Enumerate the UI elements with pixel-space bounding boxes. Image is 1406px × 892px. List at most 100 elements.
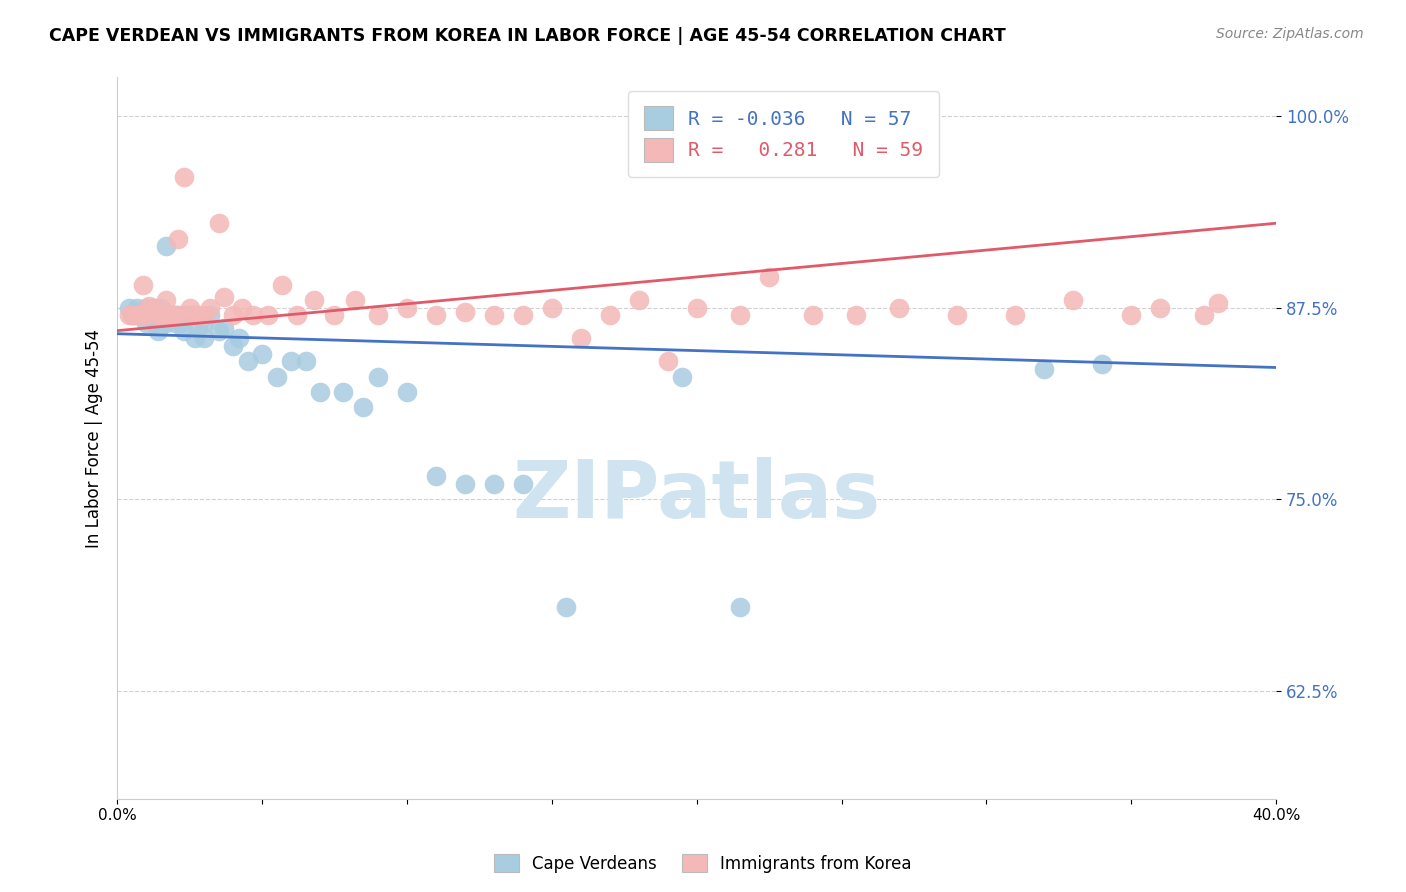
Point [482,308,505,322]
Point [141,301,163,315]
Point [627,293,650,307]
Point [367,369,389,384]
Point [332,385,354,400]
Point [207,324,229,338]
Point [149,308,172,322]
Point [728,308,751,322]
Point [155,293,177,307]
Point [309,385,332,400]
Point [555,599,578,614]
Point [135,316,157,330]
Point [1091,358,1114,372]
Point [395,385,418,400]
Point [118,308,141,322]
Point [129,308,152,322]
Legend: R = -0.036   N = 57, R =   0.281   N = 59: R = -0.036 N = 57, R = 0.281 N = 59 [628,91,939,178]
Point [170,308,193,322]
Point [129,308,152,322]
Point [540,301,562,315]
Point [138,308,160,322]
Point [146,308,169,322]
Point [294,354,316,368]
Point [162,308,184,322]
Point [845,308,868,322]
Point [173,324,195,338]
Point [170,316,193,330]
Point [946,308,969,322]
Point [173,170,195,185]
Point [149,301,172,315]
Point [146,324,169,338]
Point [141,308,163,322]
Point [167,231,190,245]
Point [454,305,477,319]
Point [152,308,174,322]
Point [157,308,180,322]
Point [343,293,366,307]
Point [285,308,308,322]
Text: CAPE VERDEAN VS IMMIGRANTS FROM KOREA IN LABOR FORCE | AGE 45-54 CORRELATION CHA: CAPE VERDEAN VS IMMIGRANTS FROM KOREA IN… [49,27,1005,45]
Point [758,269,780,284]
Point [118,301,141,315]
Point [1149,301,1171,315]
Point [250,347,273,361]
Point [198,301,221,315]
Point [127,308,149,322]
Point [425,469,447,483]
Point [512,477,534,491]
Point [143,316,166,330]
Point [121,308,143,322]
Point [242,308,264,322]
Point [127,301,149,315]
Point [165,316,187,330]
Point [1062,293,1084,307]
Point [889,301,911,315]
Point [135,301,157,315]
Point [425,308,447,322]
Point [353,401,375,415]
Point [685,301,707,315]
Point [176,308,198,322]
Point [149,308,172,322]
Point [1004,308,1026,322]
Point [454,477,477,491]
Point [184,331,207,345]
Y-axis label: In Labor Force | Age 45-54: In Labor Force | Age 45-54 [86,328,103,548]
Point [367,308,389,322]
Point [167,308,190,322]
Point [302,293,325,307]
Point [155,316,177,330]
Point [198,308,221,322]
Point [179,308,201,322]
Point [228,331,250,345]
Point [193,316,215,330]
Point [124,308,146,322]
Point [671,369,693,384]
Point [187,308,209,322]
Point [181,308,204,322]
Point [222,308,245,322]
Point [512,308,534,322]
Point [152,308,174,322]
Point [271,277,294,292]
Point [135,308,157,322]
Point [728,599,751,614]
Point [207,216,229,230]
Point [236,354,259,368]
Point [395,301,418,315]
Point [187,320,209,334]
Point [214,290,236,304]
Point [165,308,187,322]
Point [165,308,187,322]
Point [323,308,346,322]
Point [162,308,184,322]
Point [657,354,679,368]
Point [155,239,177,253]
Point [193,308,215,322]
Point [138,299,160,313]
Point [146,308,169,322]
Point [1121,308,1143,322]
Text: ZIPatlas: ZIPatlas [513,457,880,535]
Point [132,277,155,292]
Point [280,354,302,368]
